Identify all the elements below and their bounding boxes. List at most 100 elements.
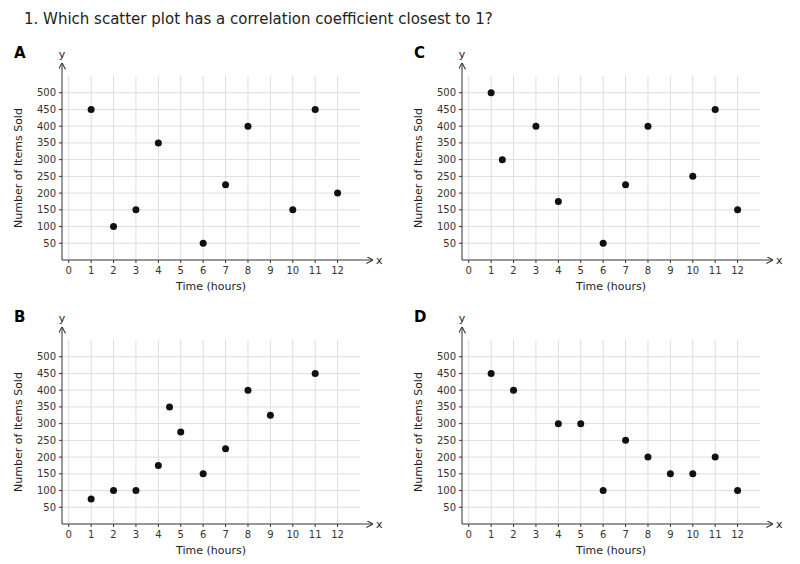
scatter-point — [488, 89, 495, 96]
y-tick — [59, 457, 62, 458]
y-tick — [459, 473, 462, 474]
grid-line-x — [468, 76, 469, 260]
panel-label: C — [414, 44, 425, 62]
x-axis-end-label: x — [776, 518, 783, 531]
scatter-point — [510, 387, 517, 394]
x-tick — [715, 260, 716, 263]
x-axis-line — [462, 524, 772, 525]
x-tick — [315, 260, 316, 263]
x-tick — [203, 260, 204, 263]
scatter-point — [132, 487, 139, 494]
grid-line-x — [315, 76, 316, 260]
scatter-point — [712, 106, 719, 113]
ticks: 0123456789101112501001502002503003504004… — [437, 87, 744, 276]
x-tick — [513, 524, 514, 527]
x-tick — [203, 524, 204, 527]
scatter-point — [600, 240, 607, 247]
scatter-point — [200, 240, 207, 247]
y-tick — [459, 490, 462, 491]
x-tick-label: 2 — [110, 265, 116, 276]
x-axis-line — [62, 524, 372, 525]
x-tick — [292, 260, 293, 263]
scatter-point — [622, 437, 629, 444]
x-tick — [580, 260, 581, 263]
grid-line-y — [462, 406, 760, 407]
grid-line-x — [603, 340, 604, 524]
y-tick — [459, 226, 462, 227]
grid-line-x — [491, 340, 492, 524]
y-tick — [459, 176, 462, 177]
x-tick-label: 4 — [555, 529, 561, 540]
grid-line-x — [647, 76, 648, 260]
grid-line-y — [62, 356, 360, 357]
y-axis-line — [462, 64, 463, 260]
x-tick-label: 9 — [267, 265, 273, 276]
x-tick — [603, 524, 604, 527]
y-axis-label: Number of Items Sold — [412, 372, 425, 492]
grid-line-y — [462, 490, 760, 491]
panel-label: A — [14, 44, 26, 62]
grid-line-x — [203, 340, 204, 524]
grid-line-x — [68, 340, 69, 524]
grid-line-x — [337, 76, 338, 260]
grid-line-y — [62, 176, 360, 177]
grid-line-y — [462, 507, 760, 508]
x-tick — [270, 260, 271, 263]
scatter-point — [555, 198, 562, 205]
y-axis-end-label: y — [59, 312, 66, 325]
x-tick-label: 7 — [222, 265, 228, 276]
y-tick-label: 500 — [37, 351, 56, 362]
x-tick — [535, 524, 536, 527]
y-tick-label: 50 — [443, 238, 456, 249]
y-tick — [459, 243, 462, 244]
y-tick — [459, 373, 462, 374]
scatter-point — [132, 206, 139, 213]
grid-line-x — [535, 76, 536, 260]
y-tick — [59, 92, 62, 93]
y-tick — [59, 176, 62, 177]
x-tick-label: 2 — [110, 529, 116, 540]
grid-line-y — [462, 356, 760, 357]
x-tick-label: 7 — [622, 265, 628, 276]
grid-line-x — [715, 340, 716, 524]
scatter-point — [166, 403, 173, 410]
grid-line-y — [462, 390, 760, 391]
y-tick — [459, 507, 462, 508]
grid-line-x — [113, 76, 114, 260]
grid-line-x — [247, 76, 248, 260]
y-axis-label: Number of Items Sold — [412, 108, 425, 228]
x-tick — [158, 524, 159, 527]
scatter-point — [488, 370, 495, 377]
y-axis-end-label: y — [59, 48, 66, 61]
grid-line-y — [462, 92, 760, 93]
grid-line-x — [692, 340, 693, 524]
grid-line-x — [558, 76, 559, 260]
grid — [62, 340, 360, 524]
x-tick — [180, 260, 181, 263]
x-tick — [135, 524, 136, 527]
x-tick-label: 8 — [645, 529, 651, 540]
y-tick — [59, 243, 62, 244]
grid-line-x — [491, 76, 492, 260]
x-tick-label: 12 — [731, 529, 744, 540]
y-tick-label: 50 — [443, 502, 456, 513]
grid-line-x — [180, 76, 181, 260]
grid-line-x — [135, 340, 136, 524]
x-tick — [491, 524, 492, 527]
scatter-point — [177, 429, 184, 436]
grid-line-y — [62, 507, 360, 508]
x-tick — [513, 260, 514, 263]
grid-line-x — [270, 340, 271, 524]
grid-line-x — [135, 76, 136, 260]
grid-line-x — [558, 340, 559, 524]
grid-line-y — [62, 490, 360, 491]
grid-line-x — [292, 76, 293, 260]
y-tick — [459, 390, 462, 391]
scatter-point — [712, 454, 719, 461]
grid — [62, 76, 360, 260]
panel: 0123456789101112501001502002503003504004… — [412, 44, 783, 293]
y-tick — [59, 356, 62, 357]
y-axis-end-label: y — [459, 48, 466, 61]
y-tick-label: 200 — [37, 452, 56, 463]
x-tick-label: 11 — [309, 529, 322, 540]
